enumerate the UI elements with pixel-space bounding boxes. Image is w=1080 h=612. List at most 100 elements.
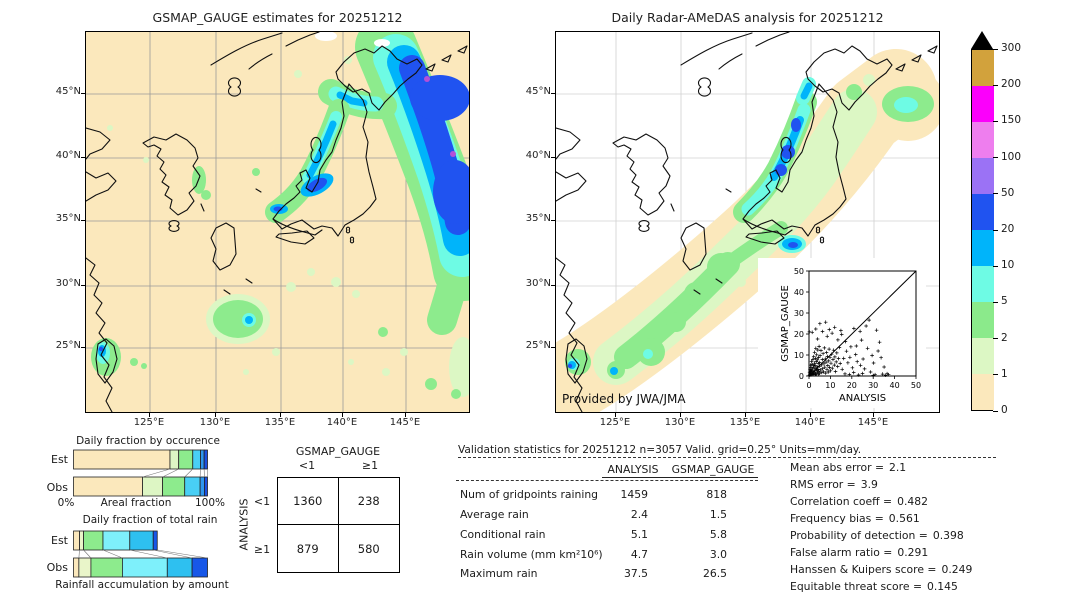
colorbar-cell [972,194,994,230]
right-lon-135: 135°E [729,417,761,428]
left-lon-145: 145°E [389,417,421,428]
totalrain-chart [73,530,208,578]
right-lon-145: 145°E [857,417,889,428]
stats-row-gsmap: 5.8 [709,528,727,541]
stats-row-gsmap: 1.5 [709,508,727,521]
contingency-row-lt1: <1 [253,495,271,508]
right-lat-35: 35°N [525,213,551,224]
stats-row-label: Num of gridpoints raining [460,488,599,501]
colorbar-tick-label: 50 [1001,186,1015,199]
contingency-row-ge1: ≥1 [253,543,271,556]
score-rms-error: RMS error = 3.9 [790,478,878,491]
contingency-table: 1360 238 879 580 [277,477,400,573]
stats-header-underline [602,477,758,478]
axis-tick [81,157,85,158]
right-map-title: Daily Radar-AMeDAS analysis for 20251212 [611,10,884,25]
occurrence-row-est: Est [51,453,68,466]
right-lat-30: 30°N [525,278,551,289]
stats-row-gsmap: 818 [706,488,727,501]
stats-row-analysis: 1459 [620,488,648,501]
colorbar-cell [972,302,994,338]
colorbar-tick-label: 5 [1001,295,1008,308]
colorbar-cell [972,86,994,122]
colorbar-tick [993,374,998,376]
contingency-col-ge1: ≥1 [361,459,379,472]
axis-tick [342,413,343,417]
colorbar-cell [972,50,994,86]
colorbar-tick-label: 0 [1001,404,1008,416]
occurrence-row-obs: Obs [46,481,68,494]
axis-tick [873,413,874,417]
colorbar-tick [993,229,998,231]
contingency-cell-00: 1360 [278,478,339,525]
stats-row-label: Conditional rain [460,528,546,541]
contingency-row-header: ANALYSIS [237,498,251,551]
score-hk: Hanssen & Kuipers score = 0.249 [790,563,973,576]
stats-col-gsmap: GSMAP_GAUGE [671,463,755,476]
axis-tick [680,413,681,417]
axis-tick [405,413,406,417]
axis-tick [810,413,811,417]
score-frequency-bias: Frequency bias = 0.561 [790,512,920,525]
right-lat-40: 40°N [525,150,551,161]
stats-row-analysis: 2.4 [630,508,648,521]
colorbar-overflow-triangle [971,31,993,49]
left-lat-35: 35°N [55,213,81,224]
svg-text:10: 10 [794,351,804,360]
stats-row-label: Average rain [460,508,529,521]
stats-row-analysis: 4.7 [630,548,648,561]
colorbar-tick-label: 300 [1001,42,1022,54]
stats-row-analysis: 37.5 [623,567,648,580]
axis-tick [149,413,150,417]
totalrain-row-est: Est [51,534,68,547]
colorbar [971,49,994,411]
scatter-inset: 0 0 10 10 20 20 30 30 40 40 50 50 ANALYSIS GSMAP_GAUG… [758,258,926,408]
colorbar-tick [993,157,998,159]
colorbar-cell [972,122,994,158]
colorbar-tick [993,410,998,412]
axis-tick [215,413,216,417]
axis-tick [615,413,616,417]
svg-text:40: 40 [890,381,900,390]
axis-tick [81,285,85,286]
svg-text:20: 20 [847,381,857,390]
map-credit: Provided by JWA/JMA [562,392,686,406]
colorbar-tick-label: 100 [1001,150,1022,163]
left-lat-40: 40°N [55,150,81,161]
left-lon-130: 130°E [199,417,231,428]
occurrence-xlabel: Areal fraction [100,497,172,509]
axis-tick [551,347,555,348]
colorbar-tick [993,48,998,50]
colorbar-cell [972,230,994,266]
score-correlation: Correlation coeff = 0.482 [790,495,928,508]
stats-title: Validation statistics for 20251212 n=305… [458,444,862,456]
axis-tick [551,220,555,221]
svg-text:0: 0 [806,381,811,390]
svg-text:10: 10 [825,381,835,390]
right-lon-130: 130°E [664,417,696,428]
stats-row-analysis: 5.1 [630,528,648,541]
right-lon-140: 140°E [794,417,826,428]
left-lat-25: 25°N [55,340,81,351]
colorbar-tick [993,84,998,86]
colorbar-tick [993,301,998,303]
stats-col-analysis: ANALYSIS [607,463,659,476]
occurrence-chart-title: Daily fraction by occurence [76,435,220,447]
stats-row-label: Rain volume (mm km²10⁶) [460,548,603,561]
colorbar-tick-label: 150 [1001,114,1022,127]
stats-row-label: Maximum rain [460,567,538,580]
colorbar-cell [972,338,994,374]
colorbar-tick [993,193,998,195]
axis-tick [81,347,85,348]
stats-divider-top [458,457,996,458]
colorbar-tick [993,338,998,340]
colorbar-tick-label: 10 [1001,259,1015,272]
occurrence-x0: 0% [57,497,75,509]
svg-text:40: 40 [794,288,804,297]
right-lon-125: 125°E [599,417,631,428]
stats-row-gsmap: 26.5 [702,567,727,580]
scatter-ylabel: GSMAP_GAUGE [780,285,791,362]
left-lon-140: 140°E [326,417,358,428]
left-map-title: GSMAP_GAUGE estimates for 20251212 [152,10,403,25]
